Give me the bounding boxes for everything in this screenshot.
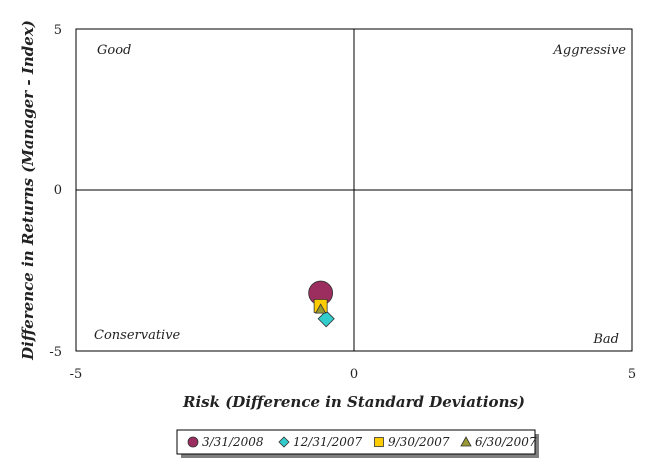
y-axis-title: Difference in Returns (Manager - Index) xyxy=(19,20,37,361)
x-tick-label-left: -5 xyxy=(70,367,83,382)
quadrant-label-aggressive: Aggressive xyxy=(553,43,627,58)
data-point-triangle xyxy=(314,303,327,314)
legend-label: 3/31/2008 xyxy=(202,435,264,449)
y-tick-label-bottom: -5 xyxy=(49,345,62,360)
legend: 3/31/2008 12/31/2007 9/30/2007 6/30/2007 xyxy=(176,429,539,458)
legend-marker-square xyxy=(374,437,384,447)
quadrant-label-good: Good xyxy=(97,43,131,58)
y-tick-label-top: 5 xyxy=(54,23,62,38)
legend-label: 12/31/2007 xyxy=(293,435,363,449)
legend-marker-triangle xyxy=(460,436,472,447)
data-points xyxy=(308,280,335,328)
data-point-diamond xyxy=(317,310,335,328)
legend-label: 6/30/2007 xyxy=(475,435,537,449)
y-tick-label-mid: 0 xyxy=(54,183,62,198)
legend-box xyxy=(176,429,536,455)
quadrant-label-conservative: Conservative xyxy=(94,328,181,343)
legend-marker-circle xyxy=(187,436,199,448)
x-tick-label-mid: 0 xyxy=(350,367,358,382)
quadrant-label-bad: Bad xyxy=(592,332,619,347)
legend-marker-diamond xyxy=(278,436,290,448)
legend-label: 9/30/2007 xyxy=(388,435,450,449)
x-tick-label-right: 5 xyxy=(628,367,636,382)
x-axis-title: Risk (Difference in Standard Deviations) xyxy=(182,393,525,411)
